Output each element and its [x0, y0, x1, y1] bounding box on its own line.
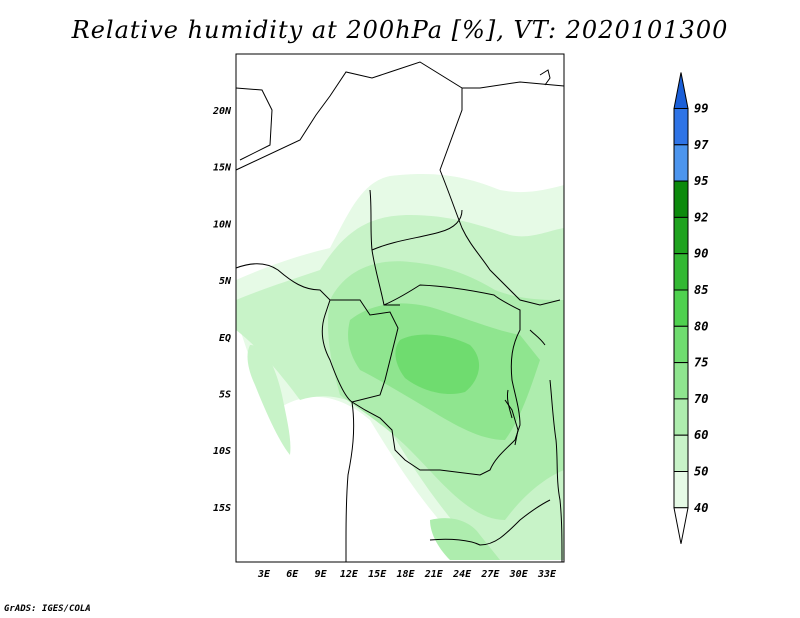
x-tick-label: 15E [368, 569, 387, 580]
colorbar-label: 70 [694, 392, 708, 406]
colorbar-segment [673, 108, 689, 146]
x-tick-label: 33E [537, 569, 557, 580]
colorbar-segment [673, 434, 689, 473]
colorbar-segment [673, 144, 689, 182]
colorbar-segment [673, 216, 689, 255]
colorbar-segment [673, 471, 689, 509]
y-tick-label: EQ [219, 333, 231, 344]
y-tick-label: 15N [213, 163, 232, 174]
y-axis: 20N 15N 10N 5N EQ 5S 10S 15S [212, 106, 232, 514]
colorbar-label: 92 [694, 210, 708, 224]
x-tick-label: 6E [286, 569, 299, 580]
country-borders [235, 61, 565, 563]
map-title: Relative humidity at 200hPa [%], VT: 202… [71, 16, 729, 44]
x-tick-label: 24E [452, 569, 472, 580]
colorbar-label: 60 [694, 428, 708, 442]
y-tick-label: 10N [213, 219, 232, 230]
x-tick-label: 9E [315, 569, 328, 580]
colorbar-label: 99 [694, 102, 708, 116]
colorbar-segment [673, 398, 689, 436]
y-tick-label: 20N [212, 106, 232, 117]
colorbar-segment [673, 362, 689, 400]
colorbar-label: 95 [694, 174, 708, 188]
x-tick-label: 12E [340, 569, 359, 580]
colorbar-top-arrow [673, 72, 689, 109]
colorbar-segment [673, 253, 689, 291]
colorbar-label: 80 [694, 319, 708, 333]
colorbar-label: 75 [694, 356, 708, 370]
y-tick-label: 5N [219, 276, 232, 287]
colorbar-label: 97 [694, 138, 709, 152]
y-tick-label: 15S [213, 503, 231, 514]
colorbar-segment [673, 180, 689, 218]
colorbar-label: 90 [694, 247, 708, 261]
x-tick-label: 21E [424, 569, 444, 580]
colorbar-segment [673, 325, 689, 364]
grads-credit: GrADS: IGES/COLA [4, 604, 91, 614]
x-axis: 3E 6E 9E 12E 15E 18E 21E 24E 27E 30E 33E [257, 569, 557, 580]
y-tick-label: 10S [213, 446, 231, 457]
map-area [235, 53, 565, 563]
x-tick-label: 18E [396, 569, 415, 580]
x-tick-label: 3E [257, 569, 271, 580]
colorbar-bottom-arrow [673, 507, 689, 544]
colorbar-segment [673, 289, 689, 327]
colorbar-label: 50 [694, 465, 708, 479]
colorbar-label: 40 [694, 501, 708, 515]
colorbar-label: 85 [694, 283, 708, 297]
x-tick-label: 30E [509, 569, 529, 580]
y-tick-label: 5S [219, 390, 231, 401]
x-tick-label: 27E [480, 569, 500, 580]
colorbar: 99 97 95 92 90 85 80 75 70 60 50 40 [673, 72, 709, 544]
